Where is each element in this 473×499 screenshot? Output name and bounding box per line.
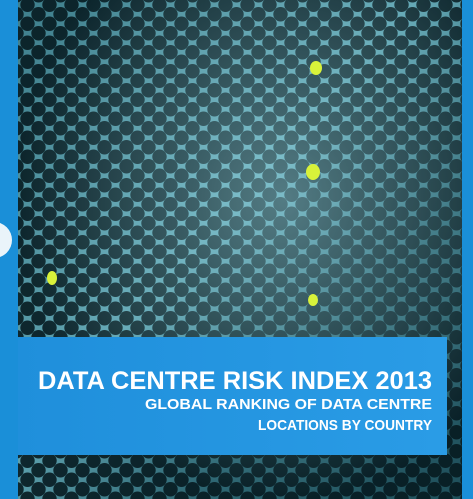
page: {"cover": {"title": "DATA CENTRE RISK IN…	[0, 0, 473, 499]
cover: DATA CENTRE RISK INDEX 2013 GLOBAL RANKI…	[0, 0, 473, 499]
cover-subtitle: LOCATIONS BY COUNTRY	[258, 417, 432, 434]
cover-title: DATA CENTRE RISK INDEX 2013	[38, 367, 432, 395]
cover-subtitle: GLOBAL RANKING OF DATA CENTRE	[145, 396, 432, 413]
